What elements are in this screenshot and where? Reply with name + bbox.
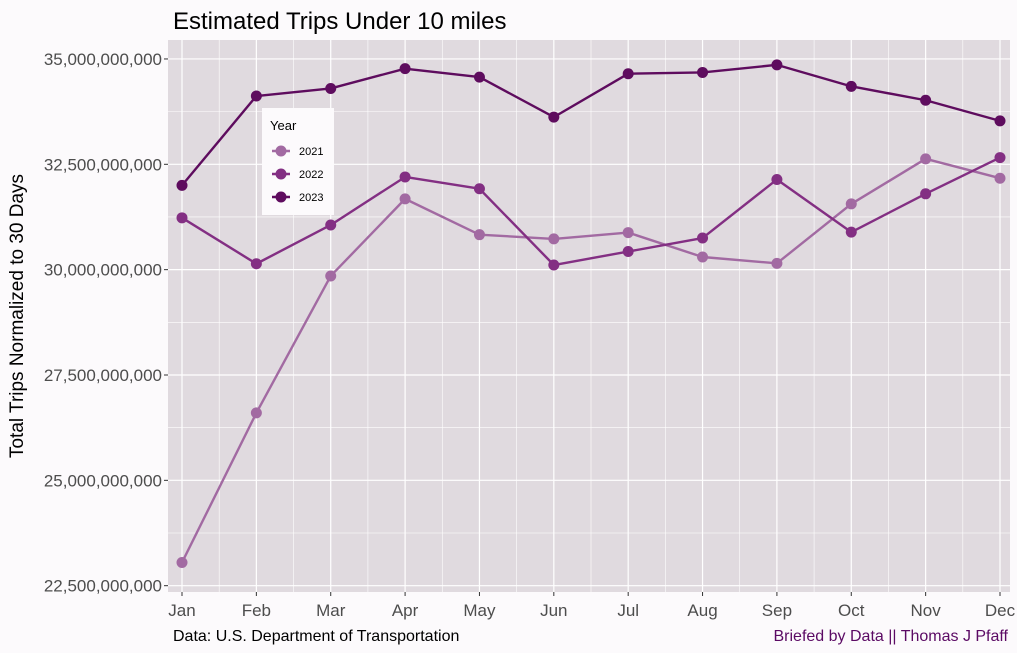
x-tick-label: May <box>463 601 496 620</box>
x-tick-label: Feb <box>242 601 271 620</box>
data-point-2023 <box>994 115 1006 127</box>
caption-credit: Briefed by Data || Thomas J Pfaff <box>774 628 1009 645</box>
y-tick-label: 32,500,000,000 <box>44 155 162 174</box>
data-point-2022 <box>920 188 932 200</box>
y-tick-label: 35,000,000,000 <box>44 50 162 69</box>
y-tick-label: 30,000,000,000 <box>44 261 162 280</box>
x-tick-label: Apr <box>392 601 419 620</box>
x-tick-label: Aug <box>687 601 717 620</box>
data-point-2023 <box>325 82 337 94</box>
data-point-2022 <box>250 258 262 270</box>
data-point-2021 <box>325 270 337 282</box>
data-point-2021 <box>548 233 560 245</box>
data-point-2021 <box>622 227 634 239</box>
legend-key-point-2021 <box>275 145 287 157</box>
data-point-2023 <box>176 179 188 191</box>
data-point-2023 <box>771 59 783 71</box>
x-tick-label: Jan <box>168 601 195 620</box>
data-point-2022 <box>548 259 560 271</box>
x-axis-ticks: Jan Feb Mar Apr May Jun Jul Aug Sep Oct Nov Dec <box>168 592 1016 620</box>
data-point-2021 <box>697 251 709 263</box>
data-point-2023 <box>920 94 932 106</box>
data-point-2021 <box>473 229 485 241</box>
data-point-2021 <box>399 193 411 205</box>
legend-label-2021: 2021 <box>299 146 323 158</box>
data-point-2023 <box>473 71 485 83</box>
series-lines <box>176 59 1006 569</box>
x-tick-label: Sep <box>762 601 792 620</box>
data-point-2022 <box>845 226 857 238</box>
y-tick-label: 22,500,000,000 <box>44 577 162 596</box>
data-point-2021 <box>176 557 188 569</box>
data-point-2022 <box>325 219 337 231</box>
legend-key-point-2023 <box>275 191 287 203</box>
series-line-2022 <box>181 156 1001 267</box>
series-line-2021 <box>180 157 1001 564</box>
grid-lines <box>168 40 1010 592</box>
data-point-2023 <box>250 90 262 102</box>
y-axis-title: Total Trips Normalized to 30 Days <box>7 174 28 458</box>
data-point-2022 <box>176 212 188 224</box>
legend-title: Year <box>270 118 297 133</box>
data-point-2023 <box>697 66 709 78</box>
series-2023 <box>176 59 1006 191</box>
legend-label-2022: 2022 <box>299 169 323 181</box>
data-point-2022 <box>771 173 783 185</box>
caption-source: Data: U.S. Department of Transportation <box>173 628 459 645</box>
legend-key-point-2022 <box>275 168 287 180</box>
series-2021 <box>176 153 1006 569</box>
data-point-2022 <box>697 232 709 244</box>
x-tick-label: Nov <box>911 601 942 620</box>
chart-title: Estimated Trips Under 10 miles <box>173 8 506 35</box>
data-point-2022 <box>622 246 634 258</box>
y-axis-ticks: 22,500,000,000 25,000,000,000 27,500,000,0… <box>44 50 168 596</box>
x-tick-label: Jul <box>617 601 639 620</box>
series-line-2023 <box>181 63 1001 187</box>
x-tick-label: Oct <box>838 601 865 620</box>
legend: Year 2021 2022 2023 <box>262 108 334 215</box>
series-2022 <box>176 152 1006 271</box>
x-tick-label: Mar <box>316 601 346 620</box>
legend-label-2023: 2023 <box>299 192 323 204</box>
data-point-2022 <box>473 183 485 195</box>
y-tick-label: 27,500,000,000 <box>44 366 162 385</box>
data-point-2023 <box>399 63 411 75</box>
data-point-2023 <box>548 111 560 123</box>
data-point-2023 <box>845 80 857 92</box>
data-point-2022 <box>994 152 1006 164</box>
x-tick-label: Dec <box>985 601 1016 620</box>
data-point-2021 <box>994 172 1006 184</box>
data-point-2021 <box>920 153 932 165</box>
data-point-2021 <box>771 257 783 269</box>
x-tick-label: Jun <box>540 601 567 620</box>
data-point-2023 <box>622 68 634 80</box>
data-point-2021 <box>845 198 857 210</box>
data-point-2022 <box>399 171 411 183</box>
y-tick-label: 25,000,000,000 <box>44 471 162 490</box>
data-point-2021 <box>250 407 262 419</box>
